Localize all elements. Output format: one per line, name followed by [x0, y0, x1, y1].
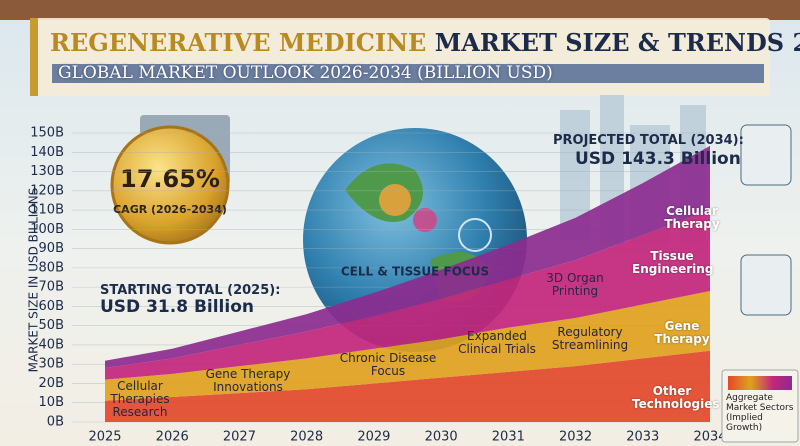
legend-swatch — [728, 376, 792, 390]
annotation: Expanded Clinical Trials — [458, 329, 536, 357]
cagr-label: CAGR (2026-2034) — [113, 203, 227, 216]
y-tick-label: 20B — [39, 376, 64, 391]
cagr-badge — [110, 125, 230, 245]
y-tick-label: 30B — [39, 357, 64, 372]
x-tick-label: 2027 — [223, 430, 256, 445]
series-label: Cellular Therapy — [664, 204, 720, 232]
y-tick-label: 150B — [30, 126, 64, 141]
title-part: MARKET SIZE & TRENDS 2026 — [434, 28, 800, 57]
y-tick-label: 50B — [39, 318, 64, 333]
network-icon — [458, 218, 492, 252]
y-tick-label: 130B — [30, 164, 64, 179]
annotation: Regulatory Streamlining — [551, 325, 629, 353]
x-tick-label: 2025 — [88, 430, 121, 445]
annotation: 3D Organ Printing — [546, 271, 604, 299]
x-tick-label: 2032 — [559, 430, 592, 445]
end-value: USD 143.3 Billion — [575, 149, 741, 169]
y-tick-label: 10B — [39, 395, 64, 410]
y-tick-label: 0B — [47, 415, 64, 430]
desk-edge — [0, 0, 800, 20]
focus-label: CELL & TISSUE FOCUS — [341, 265, 489, 279]
x-tick-label: 2033 — [626, 430, 659, 445]
area-band — [105, 290, 710, 401]
cell-icon — [413, 208, 437, 232]
series-label: Other Technologies — [632, 384, 720, 412]
annotation: Chronic Disease Focus — [339, 351, 437, 379]
x-tick-label: 2034 — [693, 430, 726, 445]
icon-panel — [740, 254, 792, 316]
x-tick-label: 2029 — [357, 430, 390, 445]
icon-panel — [740, 124, 792, 186]
area-band — [105, 210, 710, 380]
y-tick-label: 40B — [39, 337, 64, 352]
title-part: REGENERATIVE MEDICINE — [50, 28, 427, 57]
title-accent — [30, 18, 38, 96]
y-tick-label: 120B — [30, 183, 64, 198]
area-band — [105, 350, 710, 422]
start-value: USD 31.8 Billion — [100, 297, 254, 317]
y-tick-label: 70B — [39, 280, 64, 295]
y-tick-label: 140B — [30, 145, 64, 160]
y-tick-label: 100B — [30, 222, 64, 237]
end-label: PROJECTED TOTAL (2034): — [553, 133, 744, 148]
x-tick-label: 2028 — [290, 430, 323, 445]
y-tick-label: 110B — [30, 203, 64, 218]
x-tick-label: 2026 — [156, 430, 189, 445]
y-tick-label: 90B — [39, 241, 64, 256]
annotation: Gene Therapy Innovations — [205, 367, 291, 395]
subtitle: GLOBAL MARKET OUTLOOK 2026-2034 (BILLION… — [52, 64, 764, 83]
cagr-value: 17.65% — [120, 165, 220, 193]
y-tick-label: 80B — [39, 260, 64, 275]
cell-icon — [379, 184, 411, 216]
annotation: Cellular Therapies Research — [110, 379, 170, 420]
x-tick-label: 2030 — [425, 430, 458, 445]
start-label: STARTING TOTAL (2025): — [100, 283, 281, 298]
series-label: Gene Therapy — [654, 319, 710, 347]
series-label: Tissue Engineering — [632, 249, 714, 277]
x-tick-label: 2031 — [492, 430, 525, 445]
legend-label: Aggregate Market Sectors (Implied Growth… — [726, 393, 794, 433]
y-tick-label: 60B — [39, 299, 64, 314]
title: REGENERATIVE MEDICINE MARKET SIZE & TREN… — [50, 28, 800, 57]
y-axis-label: MARKET SIZE IN USD BILLIONS — [27, 188, 41, 373]
